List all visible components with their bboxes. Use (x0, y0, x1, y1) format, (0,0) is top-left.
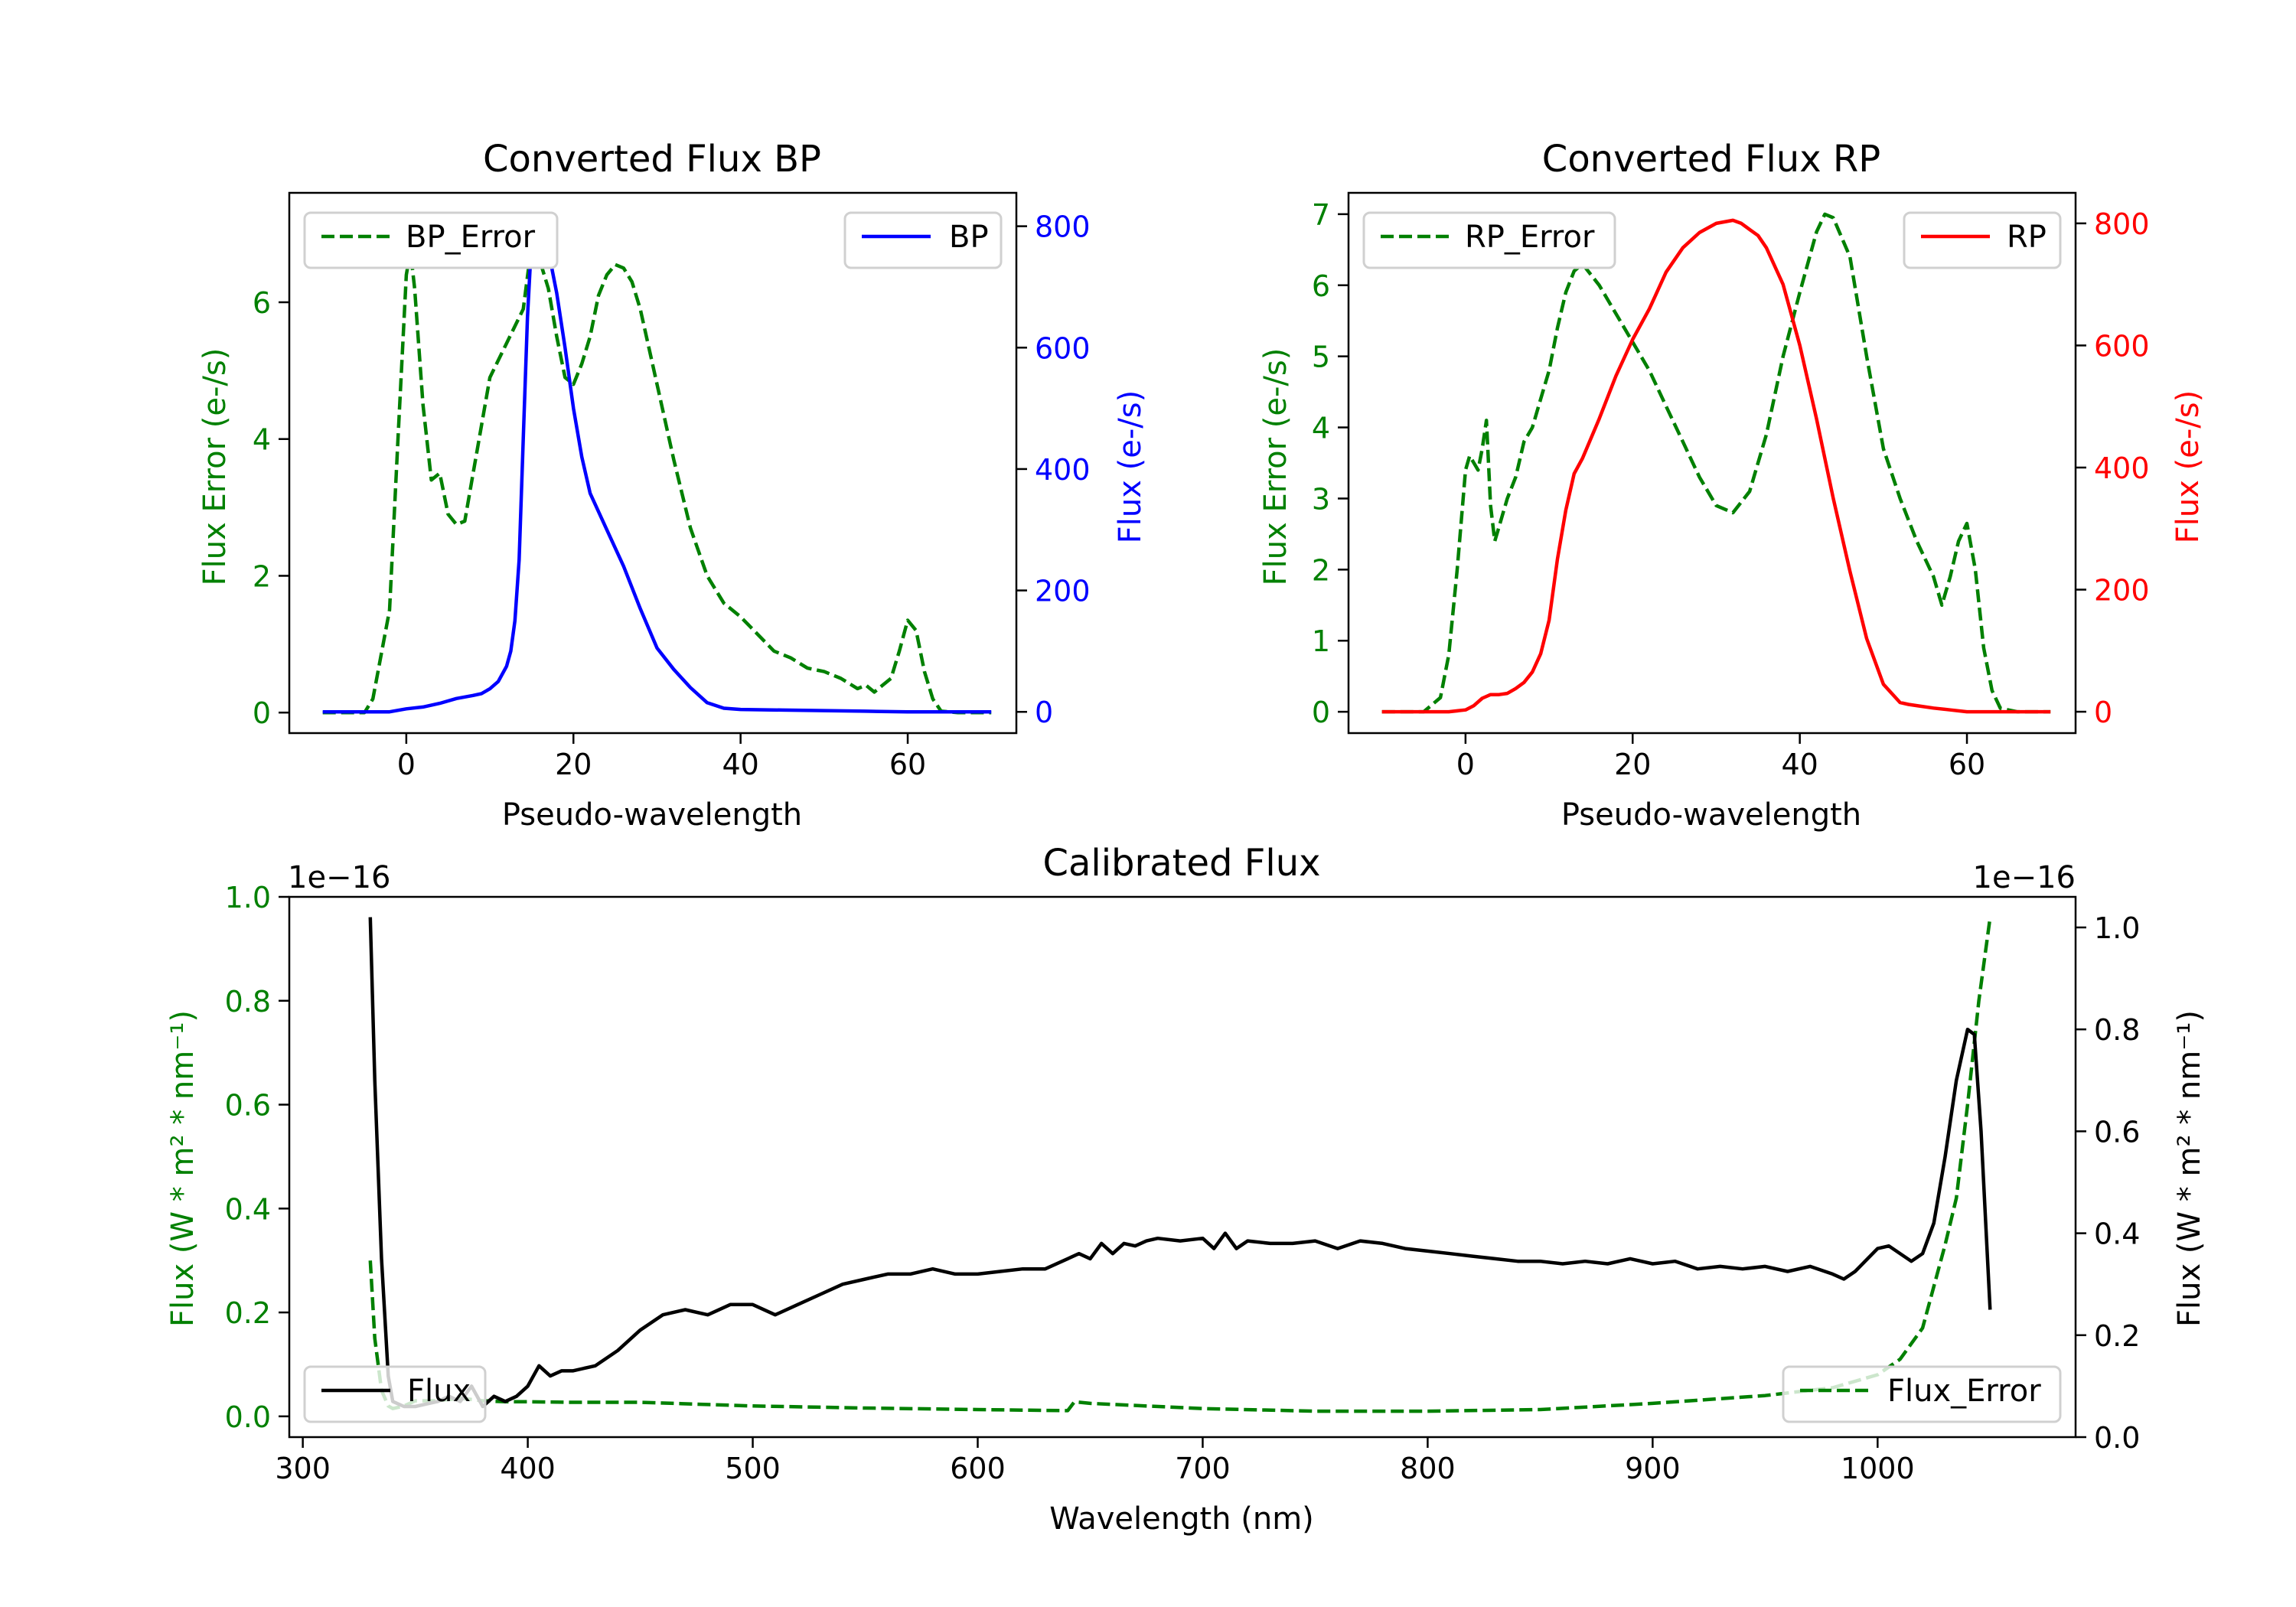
bp-axes-frame (288, 191, 1018, 735)
cal-legend-left: Flux (303, 1365, 487, 1423)
bp-ylabel-left: Flux Error (e-/s) (197, 348, 233, 586)
cal-offset-right: 1e−16 (1973, 860, 2076, 895)
cal-legend-right-label: Flux_Error (1887, 1374, 2041, 1409)
rp-xtick-label: 40 (1781, 748, 1818, 781)
rp-ytick-right-label: 800 (2094, 207, 2150, 241)
calibrated-series-flux (368, 917, 1992, 1409)
cal-offset-left: 1e−16 (288, 860, 390, 895)
bp-xlabel: Pseudo-wavelength (502, 797, 802, 833)
rp-title: Converted Flux RP (1542, 138, 1880, 181)
rp-legend-right: RP (1903, 211, 2062, 269)
calibrated-ytick-right-label: 1.0 (2094, 911, 2140, 945)
rp-xtick-label: 20 (1614, 748, 1651, 781)
cal-xlabel: Wavelength (nm) (1049, 1501, 1314, 1537)
cal-legend-right: Flux_Error (1782, 1365, 2062, 1423)
bp-ytick-right-label: 0 (1035, 696, 1053, 729)
calibrated-xtick-label: 300 (275, 1452, 331, 1485)
rp-xlabel: Pseudo-wavelength (1561, 797, 1861, 833)
bp-xtick-label: 20 (555, 748, 592, 781)
rp-ytick-right-label: 600 (2094, 329, 2150, 363)
rp-axes-frame (1347, 191, 2077, 735)
rp-ytick-right-label: 0 (2094, 696, 2112, 729)
rp-series-rp (1381, 218, 2051, 714)
calibrated-ytick-right-label: 0.2 (2094, 1319, 2140, 1353)
rp-legend-left-label: RP_Error (1465, 220, 1595, 255)
bp-series-bp (322, 212, 992, 714)
calibrated-xtick-label: 1000 (1841, 1452, 1915, 1485)
rp-ytick-left-label: 0 (1312, 696, 1330, 729)
rp-ytick-right-label: 200 (2094, 574, 2150, 608)
rp-ytick-left-label: 7 (1312, 198, 1330, 232)
bp-xtick-label: 40 (722, 748, 758, 781)
bp-ytick-right-label: 200 (1035, 575, 1091, 608)
rp-ylabel-left: Flux Error (e-/s) (1258, 348, 1293, 586)
calibrated-ytick-left-label: 0.0 (225, 1400, 271, 1434)
cal-ylabel-right: Flux (W * m² * nm⁻¹) (2172, 1010, 2207, 1327)
bp-ytick-left-label: 0 (253, 696, 271, 730)
bp-legend-right: BP (843, 211, 1003, 269)
bp-series-bp-error (322, 242, 992, 715)
bp-legend-right-label: BP (949, 220, 989, 255)
calibrated-axes-frame (288, 895, 2077, 1439)
panel-rp: Converted Flux RP 0 20 40 60012345670200400… (1258, 138, 2206, 833)
cal-title: Calibrated Flux (1042, 842, 1320, 885)
rp-ytick-left-label: 1 (1312, 624, 1330, 658)
cal-ylabel-left: Flux (W * m² * nm⁻¹) (165, 1010, 201, 1327)
cal-legend-left-label: Flux (407, 1374, 471, 1409)
bp-title: Converted Flux BP (483, 138, 821, 181)
bp-xtick-label: 0 (397, 748, 416, 781)
calibrated-xtick-label: 700 (1175, 1452, 1231, 1485)
bp-legend-left: BP_Error (303, 211, 559, 269)
rp-ytick-left-label: 2 (1312, 553, 1330, 587)
calibrated-ytick-left-label: 0.2 (225, 1296, 271, 1330)
rp-ytick-right-label: 400 (2094, 451, 2150, 485)
bp-xtick-label: 60 (889, 748, 926, 781)
bp-legend-left-label: BP_Error (406, 220, 536, 255)
rp-xtick-label: 60 (1949, 748, 1985, 781)
bp-ytick-left-label: 2 (253, 559, 271, 593)
rp-ylabel-right: Flux (e-/s) (2170, 390, 2206, 543)
calibrated-ytick-right-label: 0.4 (2094, 1217, 2140, 1251)
rp-ytick-left-label: 4 (1312, 412, 1330, 445)
calibrated-ytick-left-label: 0.6 (225, 1089, 271, 1123)
bp-ytick-right-label: 400 (1035, 453, 1091, 487)
calibrated-xtick-label: 500 (725, 1452, 781, 1485)
bp-ylabel-right: Flux (e-/s) (1113, 390, 1148, 543)
rp-legend-right-label: RP (2007, 220, 2047, 255)
calibrated-ytick-left-label: 0.8 (225, 985, 271, 1019)
calibrated-xtick-label: 800 (1400, 1452, 1456, 1485)
bp-ytick-right-label: 800 (1035, 210, 1091, 244)
bp-ytick-left-label: 4 (253, 423, 271, 457)
calibrated-ytick-right-label: 0.8 (2094, 1013, 2140, 1047)
rp-ytick-left-label: 6 (1312, 269, 1330, 303)
bp-ytick-right-label: 600 (1035, 331, 1091, 365)
calibrated-xtick-label: 600 (950, 1452, 1006, 1485)
rp-ytick-left-label: 5 (1312, 341, 1330, 374)
calibrated-ytick-left-label: 0.4 (225, 1192, 271, 1226)
calibrated-ytick-right-label: 0.0 (2094, 1421, 2140, 1455)
calibrated-xtick-label: 900 (1625, 1452, 1681, 1485)
rp-series-rp-error (1381, 212, 2051, 714)
rp-ytick-left-label: 3 (1312, 482, 1330, 516)
rp-xtick-label: 0 (1456, 748, 1475, 781)
calibrated-ytick-left-label: 1.0 (225, 881, 271, 914)
panel-calibrated: Calibrated Flux 1e−16 1e−16 300 400 500 600… (165, 842, 2207, 1537)
calibrated-xtick-label: 400 (500, 1452, 556, 1485)
calibrated-ytick-right-label: 0.6 (2094, 1115, 2140, 1149)
panel-bp: Converted Flux BP 0 20 40 60024602004006008… (197, 138, 1148, 833)
bp-ytick-left-label: 6 (253, 286, 271, 320)
rp-legend-left: RP_Error (1362, 211, 1616, 269)
